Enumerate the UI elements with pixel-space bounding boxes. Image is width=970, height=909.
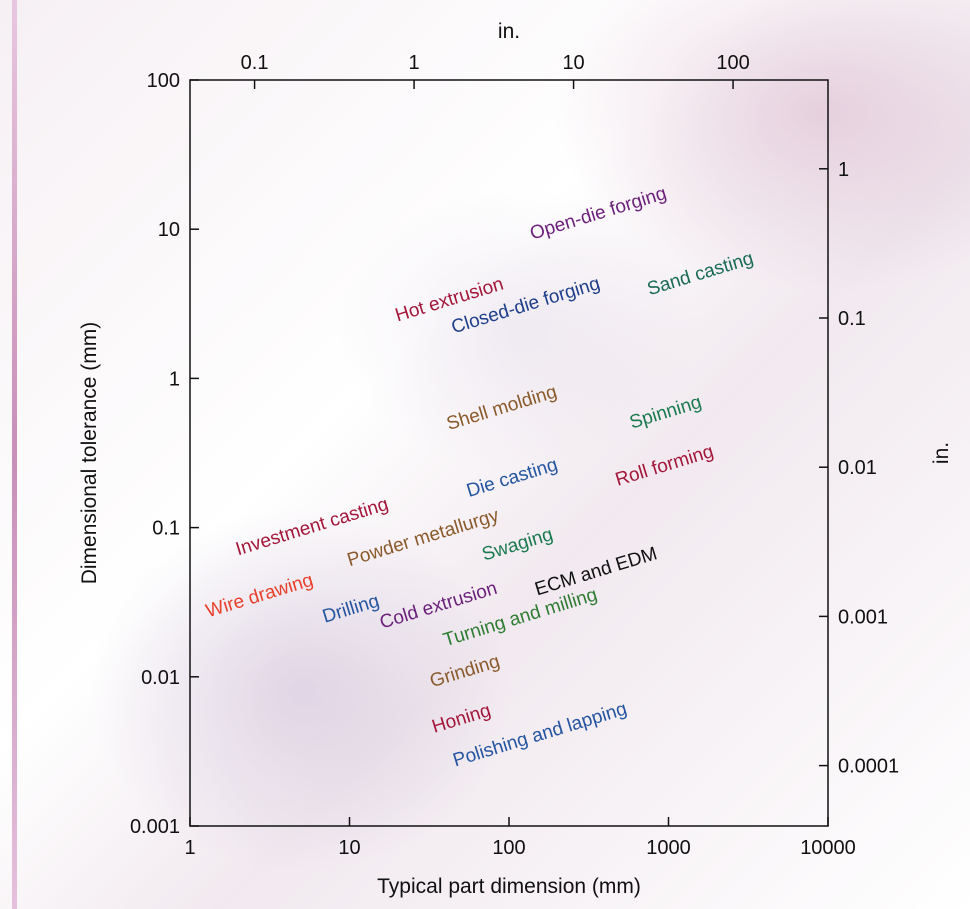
y-axis-title: Dimensional tolerance (mm) bbox=[78, 322, 101, 585]
x-tick-label: 1000 bbox=[646, 837, 691, 859]
y-tick-label: 10 bbox=[158, 219, 180, 241]
y-tick-label: 0.01 bbox=[141, 667, 180, 689]
right-tick-label: 0.001 bbox=[838, 606, 888, 628]
right-tick-label: 0.01 bbox=[838, 457, 877, 479]
right-tick-label: 0.1 bbox=[838, 308, 866, 330]
process-label: Swaging bbox=[480, 524, 556, 565]
process-label: Shell molding bbox=[444, 381, 559, 434]
process-label: Spinning bbox=[627, 392, 704, 434]
top-tick-label: 10 bbox=[562, 52, 584, 74]
top-axis-title: in. bbox=[498, 20, 520, 43]
y-tick-label: 0.1 bbox=[152, 518, 180, 540]
process-label: Open-die forging bbox=[528, 183, 670, 244]
right-tick-label: 0.0001 bbox=[838, 756, 899, 778]
y-tick-label: 100 bbox=[147, 70, 180, 92]
top-tick-label: 0.1 bbox=[241, 52, 269, 74]
process-label: Drilling bbox=[320, 591, 382, 628]
process-label: Roll forming bbox=[613, 441, 716, 491]
x-tick-label: 10 bbox=[338, 837, 360, 859]
process-label: Grinding bbox=[428, 651, 503, 692]
top-tick-label: 100 bbox=[716, 52, 749, 74]
process-label: Sand casting bbox=[645, 248, 756, 300]
x-tick-label: 10000 bbox=[800, 837, 856, 859]
x-tick-label: 100 bbox=[492, 837, 525, 859]
process-label: Honing bbox=[430, 700, 494, 738]
top-tick-label: 1 bbox=[409, 52, 420, 74]
left-edge-border bbox=[12, 0, 17, 909]
plot-frame bbox=[189, 79, 829, 827]
process-label: Wire drawing bbox=[203, 570, 315, 622]
process-label: ECM and EDM bbox=[532, 543, 659, 600]
process-label: Die casting bbox=[464, 454, 560, 502]
right-axis-title: in. bbox=[930, 442, 953, 464]
y-tick-label: 0.001 bbox=[130, 816, 180, 838]
y-tick-label: 1 bbox=[169, 368, 180, 390]
right-tick-label: 1 bbox=[838, 159, 849, 181]
x-axis-title: Typical part dimension (mm) bbox=[377, 875, 641, 898]
x-tick-label: 1 bbox=[184, 837, 195, 859]
